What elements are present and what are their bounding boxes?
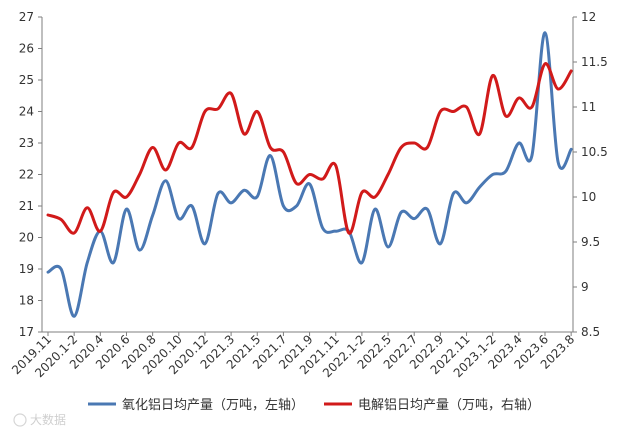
- legend: 氧化铝日均产量（万吨，左轴） 电解铝日均产量（万吨，右轴）: [88, 398, 540, 413]
- y-left-tick-label: 27: [19, 10, 34, 24]
- tick-labels: 17 18 19 20 21 22 23 24 25 26 27 8.5 9 9.5 10 10.5 11 11.…: [9, 10, 608, 380]
- y-right-tick-label: 10: [581, 190, 596, 204]
- y-left-tick-label: 20: [19, 231, 34, 245]
- y-right-tick-label: 11.5: [581, 55, 608, 69]
- y-left-tick-label: 18: [19, 294, 34, 308]
- y-left-tick-label: 22: [19, 168, 34, 182]
- y-right-tick-label: 11: [581, 100, 596, 114]
- series-layer: [46, 31, 573, 318]
- y-right-tick-label: 9: [581, 280, 589, 294]
- axes: [38, 16, 577, 336]
- y-left-tick-label: 26: [19, 42, 34, 56]
- y-right-tick-label: 12: [581, 10, 596, 24]
- alumina-series-points: [47, 32, 572, 317]
- watermark: 大数据: [13, 412, 66, 427]
- y-left-tick-label: 25: [19, 73, 34, 87]
- y-left-tick-label: 17: [19, 325, 34, 339]
- watermark-text: 大数据: [30, 412, 66, 427]
- legend-label-aluminum: 电解铝日均产量（万吨，右轴）: [358, 398, 540, 413]
- legend-label-alumina: 氧化铝日均产量（万吨，左轴）: [122, 398, 304, 413]
- aluminum-series-points: [47, 63, 572, 234]
- y-left-tick-label: 19: [19, 262, 34, 276]
- y-right-tick-label: 9.5: [581, 235, 600, 249]
- y-right-tick-label: 10.5: [581, 145, 608, 159]
- y-left-tick-label: 21: [19, 199, 34, 213]
- y-right-tick-label: 8.5: [581, 325, 600, 339]
- y-left-tick-label: 23: [19, 136, 34, 150]
- y-left-tick-label: 24: [19, 105, 34, 119]
